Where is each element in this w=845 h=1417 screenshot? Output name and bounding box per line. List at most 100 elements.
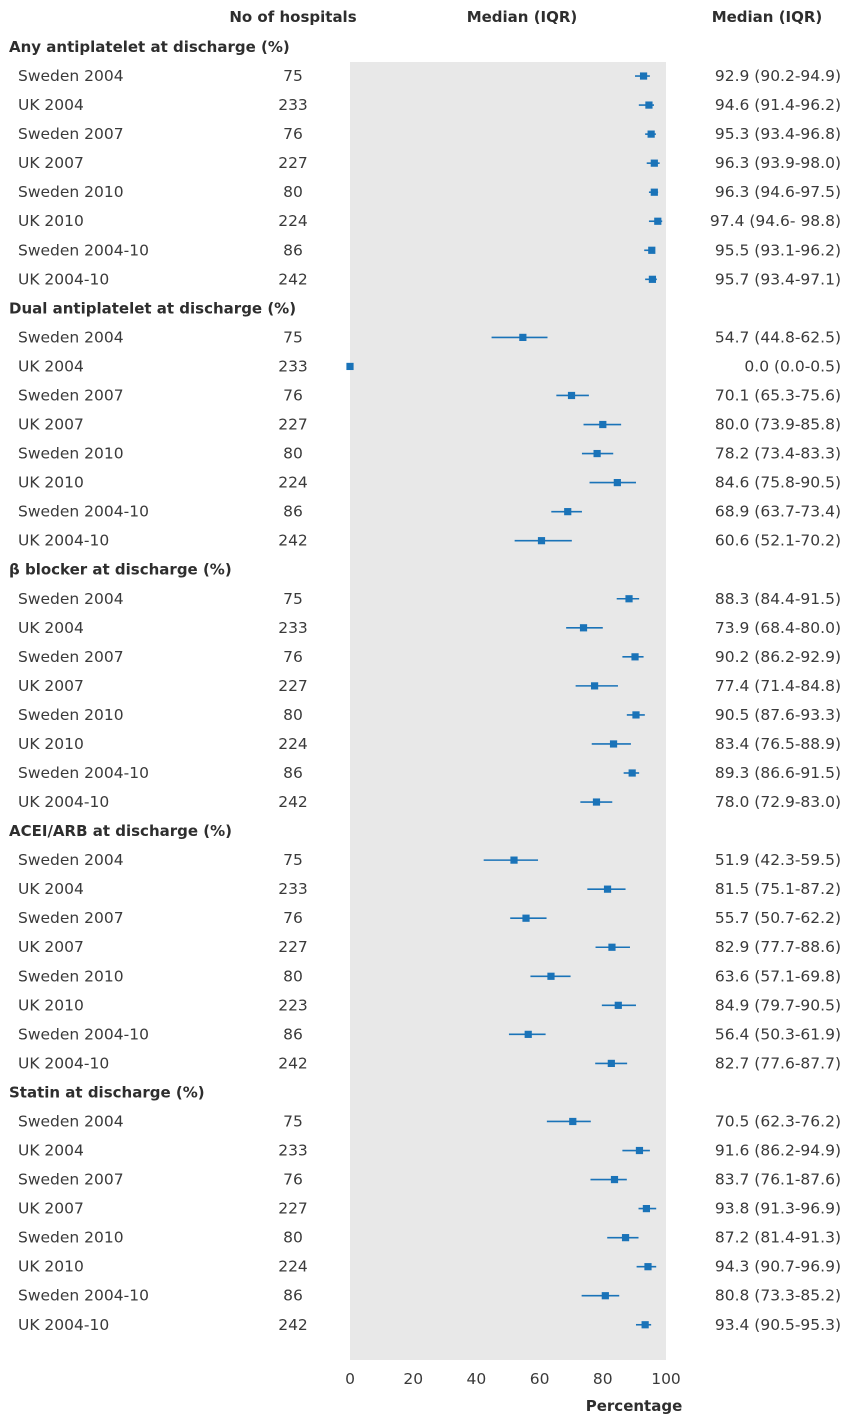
hospital-count: 76 [283, 909, 303, 927]
row-label: UK 2007 [18, 416, 84, 434]
median-iqr-text: 81.5 (75.1-87.2) [715, 880, 841, 898]
median-iqr-text: 80.8 (73.3-85.2) [715, 1287, 841, 1305]
median-iqr-text: 73.9 (68.4-80.0) [715, 619, 841, 637]
median-marker [648, 246, 656, 254]
row-label: Sweden 2010 [18, 445, 124, 463]
section-title: Statin at discharge (%) [9, 1083, 205, 1101]
hospital-count: 75 [283, 1112, 303, 1130]
row-label: UK 2004 [18, 880, 84, 898]
median-marker [645, 101, 653, 109]
hospital-count: 242 [278, 270, 308, 288]
hospital-count: 80 [283, 445, 303, 463]
row-label: UK 2007 [18, 154, 84, 172]
hospital-count: 76 [283, 648, 303, 666]
row-label: UK 2004 [18, 1142, 84, 1160]
hospital-count: 86 [283, 503, 303, 521]
hospital-count: 75 [283, 328, 303, 346]
median-marker [650, 159, 658, 167]
hospital-count: 242 [278, 532, 308, 550]
row-label: Sweden 2004-10 [18, 1287, 149, 1305]
median-marker [599, 420, 607, 429]
x-tick-label: 100 [651, 1370, 681, 1388]
rows-layer: Any antiplatelet at discharge (%) Sweden … [9, 38, 841, 1334]
row-label: UK 2004 [18, 357, 84, 375]
row-label: Sweden 2004 [18, 328, 124, 346]
median-iqr-text: 91.6 (86.2-94.9) [715, 1142, 841, 1160]
section-title: Dual antiplatelet at discharge (%) [9, 299, 296, 317]
row-label: Sweden 2004 [18, 1112, 124, 1130]
x-axis: 0 20 40 60 80 100 [345, 1370, 681, 1388]
median-marker [628, 769, 636, 777]
median-iqr-text: 97.4 (94.6- 98.8) [710, 212, 841, 230]
median-iqr-text: 88.3 (84.4-91.5) [715, 590, 841, 608]
median-marker [579, 624, 588, 632]
median-iqr-text: 80.0 (73.9-85.8) [715, 416, 841, 434]
median-iqr-text: 92.9 (90.2-94.9) [715, 67, 841, 85]
hospital-count: 242 [278, 793, 308, 811]
row-label: Sweden 2010 [18, 706, 124, 724]
median-marker [519, 333, 527, 341]
hospital-count: 86 [283, 241, 303, 259]
median-iqr-text: 55.7 (50.7-62.2) [715, 909, 841, 927]
header-hospitals: No of hospitals [229, 8, 356, 26]
median-marker [547, 972, 555, 980]
x-axis-label: Percentage [586, 1397, 683, 1415]
hospital-count: 224 [278, 1258, 308, 1276]
median-marker [632, 711, 640, 719]
row-label: Sweden 2010 [18, 183, 124, 201]
row-label: Sweden 2007 [18, 909, 124, 927]
median-iqr-text: 93.4 (90.5-95.3) [715, 1316, 841, 1334]
median-marker [642, 1205, 651, 1213]
hospital-count: 233 [278, 96, 308, 114]
row-label: Sweden 2007 [18, 386, 124, 404]
median-marker [621, 1234, 630, 1242]
median-iqr-text: 94.3 (90.7-96.9) [715, 1258, 841, 1276]
median-marker [610, 1175, 619, 1184]
median-marker [603, 885, 612, 893]
median-iqr-text: 90.5 (87.6-93.3) [715, 706, 841, 724]
header-median-text: Median (IQR) [712, 8, 823, 26]
median-iqr-text: 96.3 (93.9-98.0) [715, 154, 841, 172]
hospital-count: 80 [283, 967, 303, 985]
median-marker [647, 130, 655, 138]
median-iqr-text: 0.0 (0.0-0.5) [744, 357, 841, 375]
hospital-count: 76 [283, 1171, 303, 1189]
row-label: Sweden 2004-10 [18, 241, 149, 259]
median-iqr-text: 68.9 (63.7-73.4) [715, 503, 841, 521]
hospital-count: 75 [283, 67, 303, 85]
median-marker [648, 275, 657, 283]
hospital-count: 242 [278, 1316, 308, 1334]
row-label: UK 2004-10 [18, 793, 109, 811]
median-iqr-text: 87.2 (81.4-91.3) [715, 1229, 841, 1247]
median-iqr-text: 78.0 (72.9-83.0) [715, 793, 841, 811]
hospital-count: 224 [278, 212, 308, 230]
median-iqr-text: 83.7 (76.1-87.6) [715, 1171, 841, 1189]
hospital-count: 86 [283, 764, 303, 782]
row-label: Sweden 2004-10 [18, 1025, 149, 1043]
row-label: UK 2007 [18, 1200, 84, 1218]
row-label: Sweden 2007 [18, 648, 124, 666]
hospital-count: 86 [283, 1025, 303, 1043]
row-label: Sweden 2004-10 [18, 764, 149, 782]
row-label: UK 2010 [18, 1258, 84, 1276]
median-marker [601, 1292, 609, 1300]
x-tick-label: 20 [403, 1370, 423, 1388]
median-marker [639, 72, 648, 80]
median-iqr-text: 84.6 (75.8-90.5) [715, 474, 841, 492]
x-tick-label: 40 [467, 1370, 487, 1388]
row-label: Sweden 2004 [18, 67, 124, 85]
median-iqr-text: 56.4 (50.3-61.9) [715, 1025, 841, 1043]
hospital-count: 75 [283, 590, 303, 608]
median-marker [625, 595, 633, 603]
median-iqr-text: 95.3 (93.4-96.8) [715, 125, 841, 143]
median-iqr-text: 90.2 (86.2-92.9) [715, 648, 841, 666]
median-marker [613, 479, 621, 487]
median-marker [614, 1001, 622, 1009]
row-label: UK 2004-10 [18, 1316, 109, 1334]
median-iqr-text: 96.3 (94.6-97.5) [715, 183, 841, 201]
median-iqr-text: 77.4 (71.4-84.8) [715, 677, 841, 695]
row-label: UK 2004-10 [18, 532, 109, 550]
median-marker [607, 1059, 615, 1067]
median-marker [631, 653, 639, 661]
